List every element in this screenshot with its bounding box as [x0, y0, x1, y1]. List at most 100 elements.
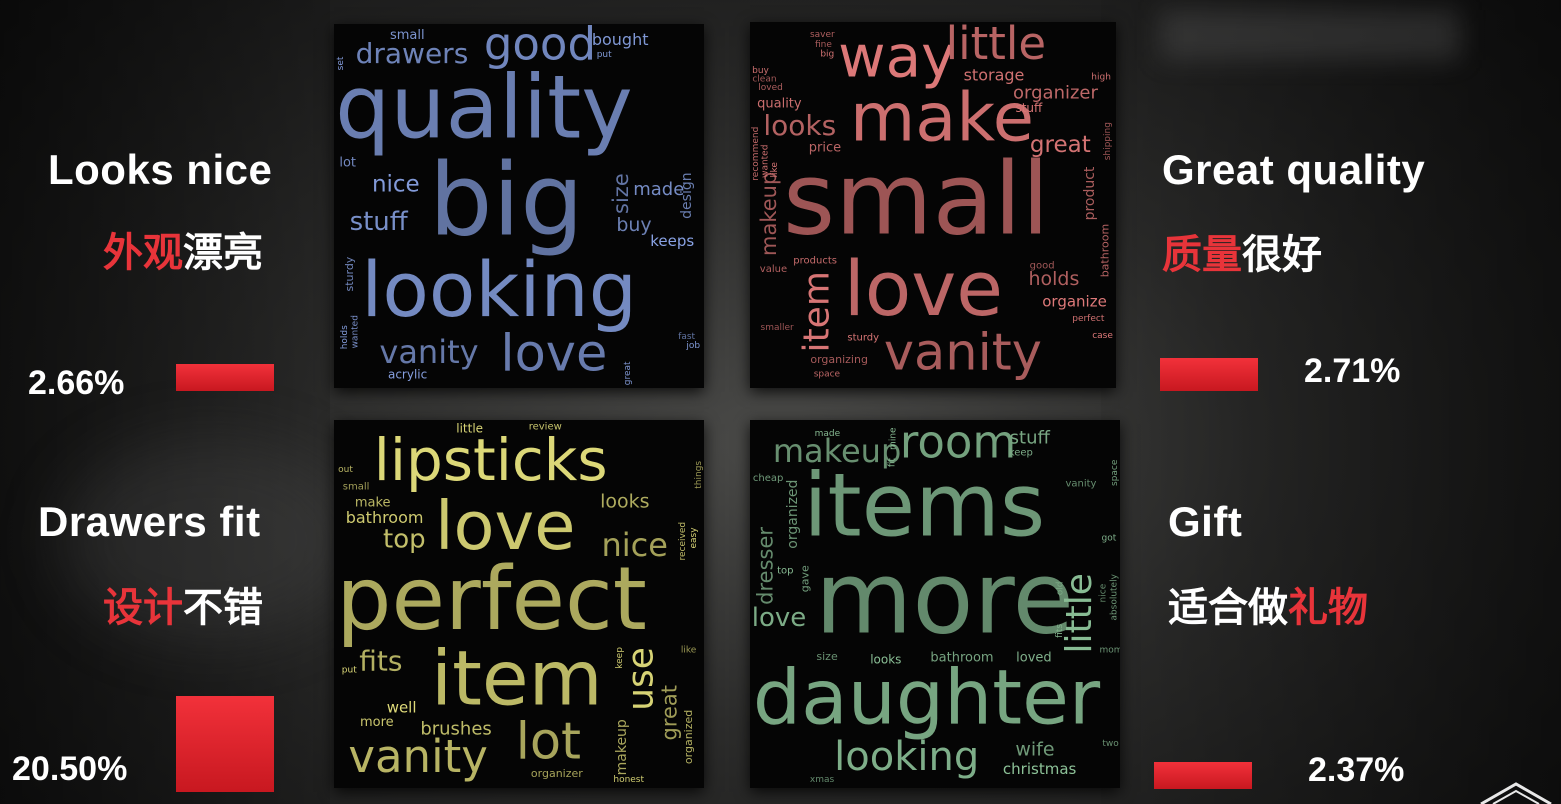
- wordcloud-word: storage: [964, 66, 1025, 85]
- wordcloud-word: high: [1091, 73, 1111, 83]
- panel-2-wordcloud: small love make way vanity little item looks gre…: [750, 22, 1116, 388]
- wordcloud-word: looks: [763, 109, 836, 142]
- panel-1-label: Looks nice: [48, 146, 273, 193]
- wordcloud-word: nice: [602, 526, 668, 564]
- wordcloud-word: lot: [339, 155, 356, 170]
- wordcloud-word: more: [360, 715, 394, 730]
- panel-1-zh-red: 外观: [103, 230, 183, 276]
- wordcloud-word: loved: [758, 83, 783, 93]
- wordcloud-word: two: [1102, 739, 1119, 749]
- panel-1-wordcloud: big quality looking love good vanity drawers st…: [334, 24, 704, 388]
- wordcloud-word: out: [338, 465, 353, 475]
- wordcloud-word: bought: [592, 30, 649, 49]
- wordcloud-word: little: [456, 422, 483, 436]
- wordcloud-word: use: [621, 647, 662, 711]
- wordcloud-word: little: [1059, 573, 1100, 653]
- wordcloud-word: organizing: [810, 353, 868, 366]
- wordcloud-word: top: [777, 565, 793, 576]
- wordcloud-word: holds: [340, 325, 350, 349]
- wordcloud-word: more: [815, 540, 1074, 657]
- panel-3-zh-white: 不错: [183, 585, 263, 631]
- wordcloud-word: organized: [785, 480, 801, 549]
- wordcloud-word: price: [809, 140, 841, 155]
- panel-2-share-bar: [1160, 358, 1258, 391]
- wordcloud-word: make: [355, 496, 391, 511]
- wordcloud-word: bathroom: [346, 508, 424, 527]
- wordcloud-word: acrylic: [388, 367, 427, 381]
- wordcloud-word: keep: [1009, 447, 1033, 458]
- wordcloud-word: fit: [888, 457, 898, 467]
- wordcloud-word: organized: [682, 710, 695, 764]
- wordcloud-word: item: [431, 633, 603, 722]
- panel-1-percent: 2.66%: [28, 364, 125, 402]
- wordcloud-word: put: [597, 50, 612, 60]
- wordcloud-word: buy: [616, 214, 651, 236]
- wordcloud-word: organizer: [531, 767, 583, 780]
- background-blur-top-right: [1160, 10, 1460, 60]
- panel-3-share-bar: [176, 696, 274, 792]
- wordcloud-word: put: [342, 665, 357, 675]
- wordcloud-word: vanity: [1065, 479, 1096, 490]
- wordcloud-word: love: [844, 244, 1003, 333]
- wordcloud-word: keep: [615, 647, 625, 669]
- wordcloud-word: sturdy: [343, 256, 356, 291]
- wordcloud-word: fast: [678, 332, 695, 342]
- wordcloud-word: nice: [1099, 583, 1109, 602]
- wordcloud-word: shipping: [1103, 122, 1113, 160]
- wordcloud-word: space: [1110, 459, 1120, 486]
- wordcloud-word: wanted: [760, 145, 770, 178]
- wordcloud-word: fits: [359, 644, 402, 677]
- wordcloud-word: loved: [1016, 651, 1052, 666]
- wordcloud-word: fine: [815, 40, 832, 50]
- wordcloud-word: quality: [335, 57, 633, 159]
- wordcloud-word: makeup: [614, 719, 630, 775]
- panel-4-wordcloud: more items daughter room looking little makeup…: [750, 420, 1120, 788]
- wordcloud-word: drawers: [356, 37, 469, 70]
- wordcloud-word: looks: [600, 491, 649, 513]
- wordcloud-word: dresser: [754, 527, 778, 605]
- wordcloud-word: received: [678, 522, 688, 561]
- wordcloud-word: christmas: [1003, 760, 1077, 778]
- wordcloud-word: great: [1030, 132, 1091, 158]
- wordcloud-word: lipsticks: [374, 426, 608, 494]
- wordcloud-word: recommend: [751, 127, 761, 181]
- panel-3-percent: 20.50%: [12, 750, 128, 788]
- corner-nav-icon[interactable]: [1471, 780, 1561, 804]
- panel-3-label: Drawers fit: [38, 498, 261, 545]
- panel-1-share-bar: [176, 364, 274, 391]
- wordcloud-word: size: [816, 650, 838, 663]
- wordcloud-word: looks: [870, 652, 901, 666]
- wordcloud-word: looking: [834, 734, 979, 780]
- wordcloud-word: love: [500, 324, 607, 383]
- wordcloud-word: stuff: [1015, 101, 1043, 115]
- panel-3-chinese-label: 设计不错: [103, 575, 263, 633]
- wordcloud-word: gave: [799, 565, 812, 592]
- panel-2-zh-red: 质量: [1162, 232, 1242, 278]
- wordcloud-word: items: [803, 455, 1045, 557]
- wordcloud-word: small: [390, 28, 425, 43]
- wordcloud-word: things: [694, 461, 704, 489]
- wordcloud-word: great: [657, 685, 681, 741]
- panel-4-label: Gift: [1168, 498, 1243, 545]
- wordcloud-word: little: [946, 22, 1046, 70]
- panel-4-percent: 2.37%: [1308, 751, 1405, 789]
- wordcloud-word: value: [760, 264, 787, 275]
- wordcloud-word: big: [429, 142, 584, 259]
- wordcloud-word: like: [681, 645, 697, 655]
- wordcloud-word: way: [838, 23, 955, 91]
- wordcloud-word: small: [343, 481, 370, 492]
- panel-2-zh-white: 很好: [1242, 232, 1322, 278]
- wordcloud-word: love: [435, 487, 575, 565]
- wordcloud-word: perfect: [336, 548, 647, 650]
- wordcloud-word: made: [633, 179, 684, 200]
- wordcloud-word: like: [770, 162, 780, 178]
- wordcloud-word: item: [796, 271, 837, 352]
- wordcloud-word: vanity: [884, 323, 1042, 382]
- panel-2-label: Great quality: [1162, 146, 1426, 193]
- wordcloud-word: wanted: [351, 315, 361, 348]
- wordcloud-word: space: [814, 370, 841, 380]
